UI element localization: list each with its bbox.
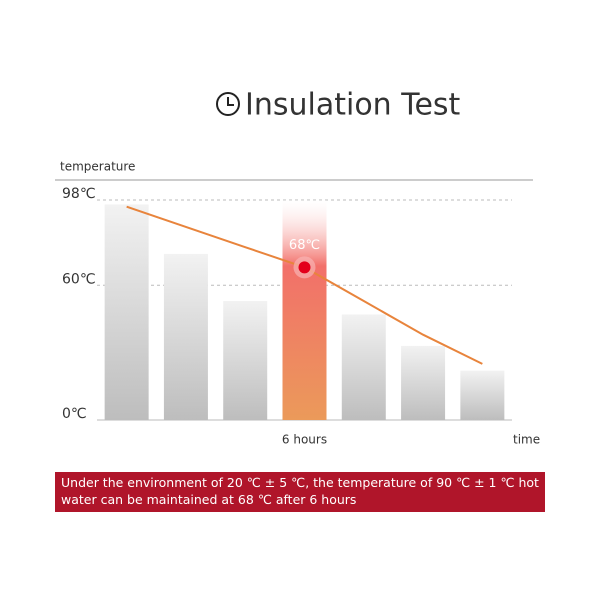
chart: Insulation Test temperature time 0℃ 60℃ 98… <box>55 88 540 447</box>
bar <box>341 314 386 420</box>
clock-icon <box>216 92 240 116</box>
value-label: 68℃ <box>289 238 320 253</box>
y-axis-label: temperature <box>60 160 135 174</box>
highlight-bar <box>282 200 327 420</box>
y-tick-label: 60℃ <box>62 271 96 287</box>
bar <box>223 301 268 420</box>
bar <box>460 370 505 420</box>
bar <box>104 204 149 420</box>
y-tick-label: 0℃ <box>62 406 87 422</box>
footer-note: Under the environment of 20 ℃ ± 5 ℃, the… <box>55 472 545 512</box>
bar <box>401 345 446 420</box>
chart-title: Insulation Test <box>245 88 461 123</box>
dot <box>298 261 311 274</box>
bar <box>163 253 208 420</box>
x-axis-label: time <box>513 433 540 447</box>
y-tick-label: 98℃ <box>62 186 96 202</box>
x-tick-label: 6 hours <box>282 433 327 447</box>
